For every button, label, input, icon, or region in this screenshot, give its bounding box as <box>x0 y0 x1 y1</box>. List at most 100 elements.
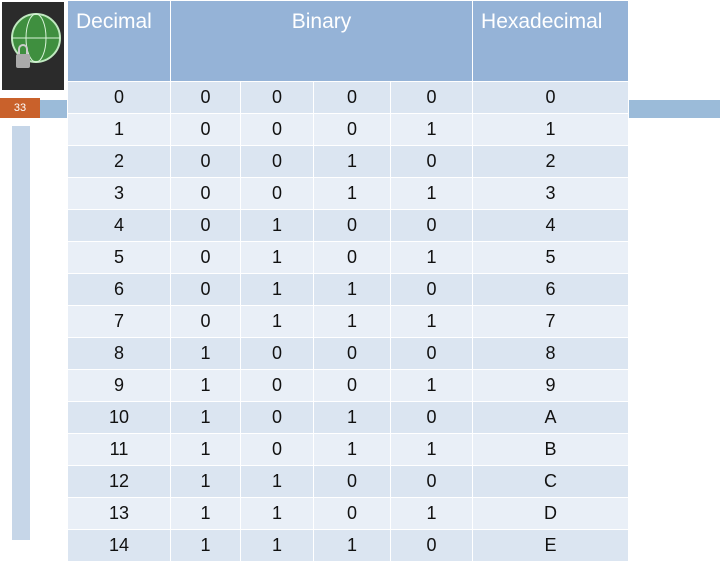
table-cell: 1 <box>170 433 241 466</box>
table-row: 13 1 1 0 1 D <box>67 497 630 530</box>
table-cell: 1 <box>313 529 391 562</box>
table-cell: 1 <box>170 401 241 434</box>
table-cell: 1 <box>472 113 630 146</box>
table-cell: 8 <box>67 337 171 370</box>
table-cell: 0 <box>170 81 241 114</box>
table-cell: 0 <box>240 81 314 114</box>
table-cell: 0 <box>313 209 391 242</box>
header-cell: Decimal <box>67 0 171 82</box>
table-cell: 0 <box>389 209 474 242</box>
table-cell: B <box>472 433 630 466</box>
table-cell: 0 <box>170 177 241 210</box>
table-cell: 0 <box>313 337 391 370</box>
header-cell: Hexadecimal <box>472 0 630 82</box>
table-row: 14 1 1 1 0 E <box>67 529 630 562</box>
table-cell: 3 <box>472 177 630 210</box>
table-cell: 2 <box>67 145 171 178</box>
table-cell: 1 <box>313 401 391 434</box>
table-cell: 0 <box>389 81 474 114</box>
table-cell: 1 <box>240 465 314 498</box>
table-cell: 1 <box>389 305 474 338</box>
globe-logo <box>2 2 64 90</box>
table-cell: 1 <box>170 369 241 402</box>
table-cell: 2 <box>472 145 630 178</box>
table-cell: 0 <box>170 209 241 242</box>
table-cell: 0 <box>170 113 241 146</box>
table-cell: 0 <box>170 273 241 306</box>
table-cell: 0 <box>389 145 474 178</box>
table-cell: 1 <box>389 241 474 274</box>
table-cell: 1 <box>240 241 314 274</box>
table-cell: D <box>472 497 630 530</box>
side-bar <box>12 126 30 540</box>
table-cell: 1 <box>67 113 171 146</box>
table-cell: 1 <box>389 177 474 210</box>
table-cell: 0 <box>313 81 391 114</box>
table-cell: 0 <box>389 529 474 562</box>
table-cell: 0 <box>170 241 241 274</box>
table-row: 12 1 1 0 0 C <box>67 465 630 498</box>
table-cell: 7 <box>67 305 171 338</box>
table-row: 10 1 0 1 0 A <box>67 401 630 434</box>
table-cell: 1 <box>170 529 241 562</box>
table-cell: 1 <box>240 273 314 306</box>
table-cell: 0 <box>240 337 314 370</box>
table-cell: 3 <box>67 177 171 210</box>
table-cell: 1 <box>313 145 391 178</box>
table-cell: 0 <box>389 401 474 434</box>
table-cell: 5 <box>472 241 630 274</box>
table-cell: 1 <box>170 337 241 370</box>
table-cell: 1 <box>170 465 241 498</box>
table-cell: 8 <box>472 337 630 370</box>
table-cell: 0 <box>240 433 314 466</box>
table-cell: 0 <box>240 369 314 402</box>
table-cell: A <box>472 401 630 434</box>
table-cell: 14 <box>67 529 171 562</box>
table-cell: 0 <box>170 145 241 178</box>
table-cell: 0 <box>389 273 474 306</box>
table-cell: 5 <box>67 241 171 274</box>
table-cell: 9 <box>472 369 630 402</box>
table-cell: 1 <box>240 497 314 530</box>
table-cell: 0 <box>313 113 391 146</box>
table-cell: 10 <box>67 401 171 434</box>
table-cell: C <box>472 465 630 498</box>
header-row: Decimal Binary Hexadecimal <box>67 0 630 82</box>
table-cell: 0 <box>389 337 474 370</box>
table-cell: 0 <box>313 497 391 530</box>
table-cell: 1 <box>240 209 314 242</box>
table-cell: 0 <box>389 465 474 498</box>
table-cell: 1 <box>313 177 391 210</box>
table-cell: 0 <box>67 81 171 114</box>
table-cell: 6 <box>472 273 630 306</box>
table-cell: 12 <box>67 465 171 498</box>
table-cell: 4 <box>67 209 171 242</box>
table-cell: 1 <box>389 433 474 466</box>
table-cell: 0 <box>472 81 630 114</box>
table-cell: 0 <box>240 113 314 146</box>
table-cell: 1 <box>389 113 474 146</box>
table-cell: 0 <box>313 369 391 402</box>
table-cell: 1 <box>389 497 474 530</box>
table-cell: E <box>472 529 630 562</box>
table-cell: 4 <box>472 209 630 242</box>
table-cell: 0 <box>240 177 314 210</box>
table-cell: 13 <box>67 497 171 530</box>
slide-number: 33 <box>0 98 40 118</box>
table-cell: 1 <box>389 369 474 402</box>
table-cell: 0 <box>313 465 391 498</box>
table-cell: 11 <box>67 433 171 466</box>
header-cell: Binary <box>169 0 474 82</box>
table-cell: 0 <box>240 401 314 434</box>
table-cell: 1 <box>313 305 391 338</box>
